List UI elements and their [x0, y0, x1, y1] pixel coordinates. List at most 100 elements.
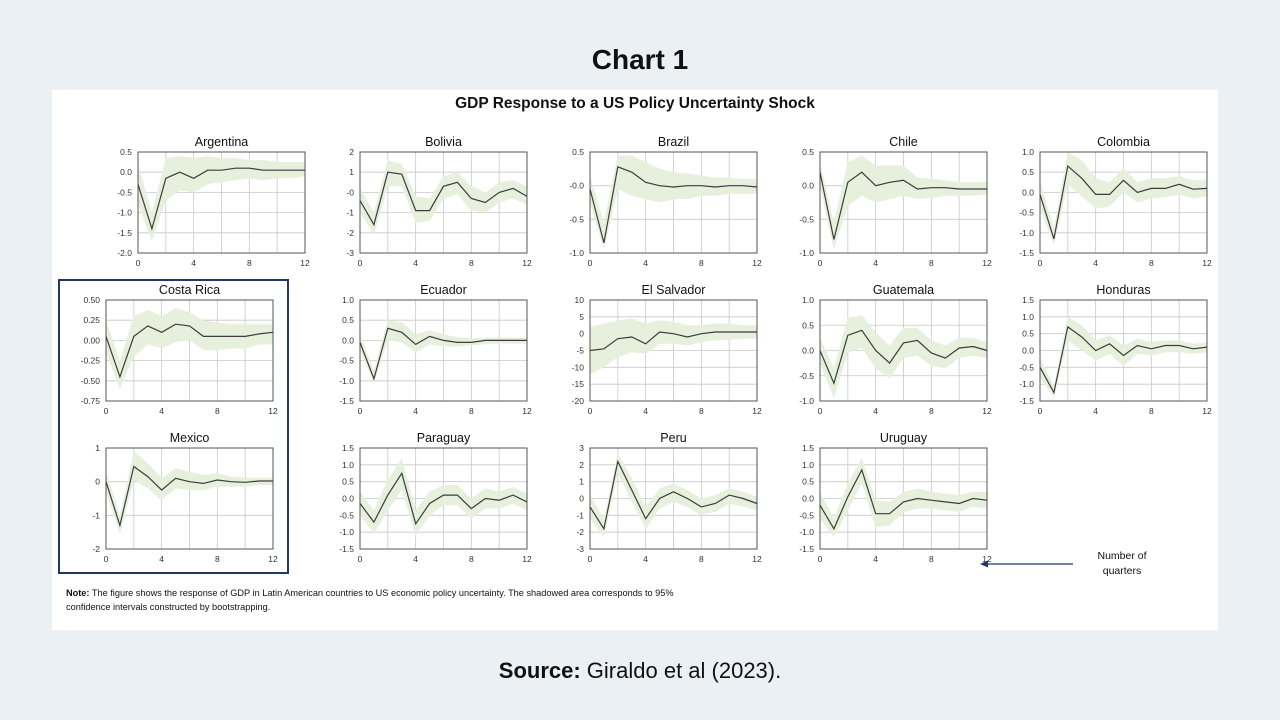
chart-title: El Salvador — [641, 283, 706, 297]
chart-title: Colombia — [1097, 135, 1150, 149]
chart-uruguay: Uruguay 1.5 1.0 0.5 0.0 -0.5 -1.0 -1.5 0 4 8 12 — [780, 426, 995, 571]
chart-costa-rica: Costa Rica 0.50 0.25 0.00 -0.25 -0.50 -0.75 0 4 8… — [66, 278, 281, 423]
x-tick-label: 0 — [1038, 258, 1043, 268]
note-label: Note: — [66, 588, 90, 598]
chart-svg: 1.0 0.5 0.0 -0.5 -1.0 -1.5 0 4 8 12 — [1019, 147, 1212, 268]
y-tick-label: 3 — [579, 443, 584, 453]
y-tick-label: -1.0 — [799, 396, 814, 406]
y-tick-label: 1.0 — [1022, 312, 1034, 322]
y-tick-label: 0.25 — [83, 315, 100, 325]
plot-frame — [105, 299, 274, 402]
y-tick-label: -1 — [92, 510, 100, 520]
confidence-band — [1040, 152, 1207, 245]
chart-svg: 1.5 1.0 0.5 0.0 -0.5 -1.0 -1.5 0 4 8 12 — [339, 443, 532, 564]
slide-title: Chart 1 — [591, 44, 689, 75]
y-tick-label: -2.0 — [117, 248, 132, 258]
x-tick-label: 4 — [643, 406, 648, 416]
x-tick-label: 12 — [268, 406, 278, 416]
y-tick-label: -2 — [576, 527, 584, 537]
chart-svg: 3 2 1 0 -1 -2 -3 0 4 8 12 — [576, 443, 762, 564]
x-tick-label: 8 — [929, 554, 934, 564]
y-tick-label: 0.0 — [1022, 187, 1034, 197]
x-tick-label: 0 — [104, 554, 109, 564]
y-tick-label: 1 — [95, 443, 100, 453]
response-line — [819, 171, 987, 240]
y-tick-label: -2 — [346, 228, 354, 238]
source-label: Source: — [498, 658, 581, 683]
y-tick-label: 1.5 — [1022, 295, 1034, 305]
plot-frame — [137, 151, 306, 254]
y-tick-label: -2 — [92, 544, 100, 554]
response-line — [1039, 164, 1208, 240]
chart-mexico: Mexico 1 0 -1 -2 0 4 8 12 — [66, 426, 281, 571]
x-tick-label: 0 — [104, 406, 109, 416]
figure-note: Note: The figure shows the response of G… — [66, 586, 716, 614]
y-tick-label: 0 — [579, 494, 584, 504]
chart-title: Guatemala — [872, 283, 935, 297]
x-tick-label: 12 — [1202, 406, 1212, 416]
x-tick-label: 8 — [215, 554, 220, 564]
chart-bolivia: Bolivia 2 1 -0 -1 -2 -3 0 4 8 12 — [320, 130, 535, 275]
y-tick-label: 2 — [349, 147, 354, 157]
chart-argentina: Argentina 0.5 0.0 -0.5 -1.0 -1.5 -2.0 0 4 8 12 — [98, 130, 313, 275]
chart-svg: 1.5 1.0 0.5 0.0 -0.5 -1.0 -1.5 0 4 8 12 — [1019, 295, 1212, 416]
y-tick-label: -0.5 — [799, 371, 814, 381]
y-tick-label: 0.0 — [1022, 346, 1034, 356]
chart-svg: 0.5 0.0 -0.5 -1.0 -1.5 -2.0 0 4 8 12 — [117, 147, 310, 268]
chart-title: Chile — [889, 135, 918, 149]
chart-ecuador: Ecuador 1.0 0.5 0.0 -0.5 -1.0 -1.5 0 4 8 12 — [320, 278, 535, 423]
y-tick-label: -1.0 — [339, 376, 354, 386]
y-tick-label: -0.25 — [81, 356, 101, 366]
x-tick-label: 0 — [136, 258, 141, 268]
plot-frame — [359, 299, 528, 402]
chart-title: Bolivia — [425, 135, 462, 149]
plot-frame — [105, 447, 274, 550]
x-tick-label: 4 — [643, 258, 648, 268]
response-line — [1039, 325, 1208, 395]
x-tick-label: 8 — [1149, 406, 1154, 416]
chart-title: Uruguay — [879, 431, 928, 445]
x-axis-legend-text: Number of quarters — [1097, 550, 1147, 577]
x-tick-label: 4 — [643, 554, 648, 564]
y-tick-label: -0.5 — [339, 510, 354, 520]
chart-title: Honduras — [1096, 283, 1151, 297]
response-line — [819, 468, 988, 531]
x-tick-label: 8 — [929, 406, 934, 416]
y-tick-label: 1 — [349, 167, 354, 177]
x-tick-label: 12 — [982, 406, 992, 416]
y-tick-label: -1.0 — [117, 208, 132, 218]
y-tick-label: 0.5 — [572, 147, 584, 157]
y-tick-label: -0 — [346, 187, 354, 197]
y-tick-label: 1.0 — [1022, 147, 1034, 157]
x-tick-label: 4 — [1093, 406, 1098, 416]
y-tick-label: 0.5 — [120, 147, 132, 157]
y-tick-label: -1.0 — [1019, 228, 1034, 238]
response-line — [137, 167, 305, 231]
y-tick-label: 0.0 — [802, 181, 814, 191]
y-tick-label: -1.0 — [799, 248, 814, 258]
chart-chile: Chile 0.5 0.0 -0.5 -1.0 0 4 8 12 — [780, 130, 995, 275]
chart-svg: 0.50 0.25 0.00 -0.25 -0.50 -0.750 4 8 12 — [81, 295, 278, 416]
x-tick-label: 4 — [413, 258, 418, 268]
x-tick-label: 8 — [469, 554, 474, 564]
x-tick-label: 12 — [1202, 258, 1212, 268]
y-tick-label: 1.0 — [342, 460, 354, 470]
y-tick-label: -0.5 — [799, 214, 814, 224]
chart-title: Mexico — [169, 431, 210, 445]
x-tick-label: 4 — [873, 258, 878, 268]
x-tick-label: 4 — [191, 258, 196, 268]
y-tick-label: 0.5 — [342, 315, 354, 325]
x-tick-label: 8 — [469, 258, 474, 268]
y-tick-label: 2 — [579, 460, 584, 470]
y-tick-label: -1 — [576, 510, 584, 520]
chart-title: Costa Rica — [158, 283, 221, 297]
y-tick-label: -1.0 — [569, 248, 584, 258]
chart-title: Ecuador — [420, 283, 467, 297]
response-line — [359, 171, 528, 227]
response-line — [589, 459, 758, 531]
response-line — [589, 165, 758, 244]
y-tick-label: 0.00 — [83, 335, 100, 345]
x-tick-label: 8 — [929, 258, 934, 268]
x-tick-label: 0 — [358, 554, 363, 564]
x-tick-label: 12 — [982, 554, 992, 564]
